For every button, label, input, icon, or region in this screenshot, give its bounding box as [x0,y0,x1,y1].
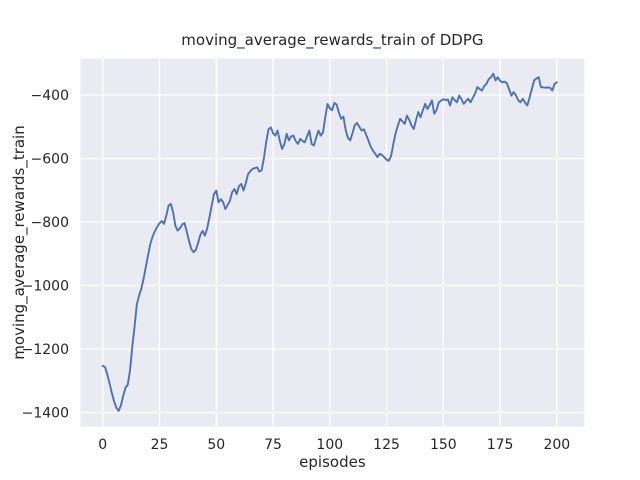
x-tick-label: 125 [373,437,400,453]
y-axis-label: moving_average_rewards_train [10,125,29,359]
y-tick-label: −1000 [22,279,69,295]
x-tick-labels: 0 25 50 75 100 125 150 175 200 [98,437,570,453]
x-tick-label: 150 [430,437,457,453]
x-axis-label: episodes [299,453,366,471]
x-tick-label: 25 [151,437,169,453]
x-tick-label: 0 [98,437,107,453]
chart-title: moving_average_rewards_train of DDPG [181,31,483,50]
x-tick-label: 200 [543,437,570,453]
y-tick-label: −400 [31,88,69,104]
y-tick-label: −600 [31,152,69,168]
y-tick-label: −800 [31,215,69,231]
x-tick-label: 100 [316,437,343,453]
x-tick-label: 175 [487,437,514,453]
y-tick-labels: −400 −600 −800 −1000 −1200 −1400 [22,88,69,421]
x-tick-label: 75 [264,437,282,453]
y-tick-label: −1200 [22,342,69,358]
y-tick-label: −1400 [22,406,69,422]
reward-line [101,72,558,412]
x-tick-label: 50 [207,437,225,453]
gridlines [80,58,585,427]
plot-area [80,58,585,427]
